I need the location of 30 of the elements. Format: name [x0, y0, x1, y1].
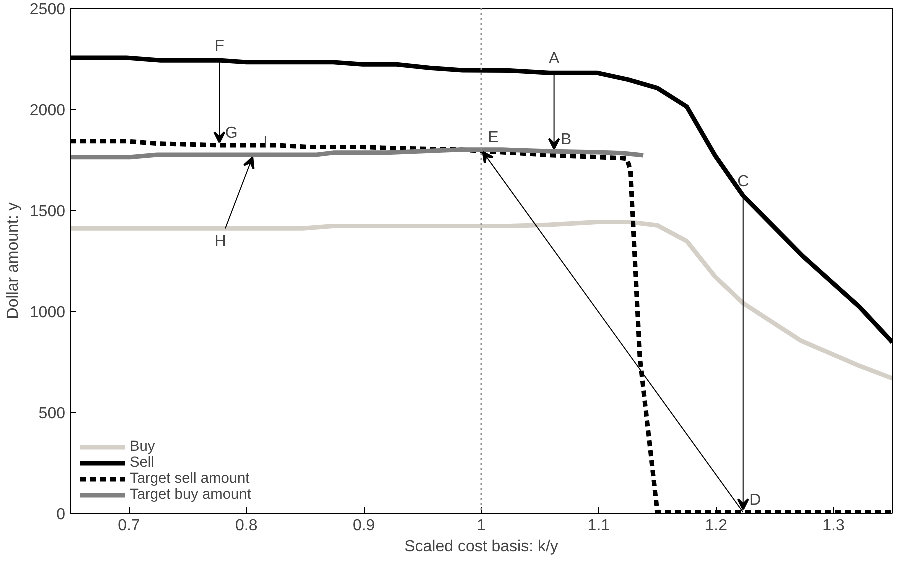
legend-label: Sell [130, 455, 154, 471]
annotation: E [488, 129, 499, 146]
y-tick-label: 1500 [30, 204, 66, 220]
x-tick-label: 0.8 [236, 518, 258, 534]
annotation: C [738, 173, 750, 190]
line-series [70, 220, 892, 381]
y-axis-title: Dollar amount: y [4, 202, 22, 320]
y-tick-label: 500 [38, 406, 66, 422]
x-tick-label: 1.1 [588, 518, 610, 534]
annotation: D [750, 492, 762, 509]
x-axis-title: Scaled cost basis: k/y [404, 538, 558, 556]
annotation: I [263, 134, 268, 152]
annotation: B [560, 131, 572, 148]
line-series [70, 148, 646, 160]
y-tick-label: 2000 [30, 102, 66, 120]
legend-label: Buy [130, 439, 156, 455]
legend-label: Target sell amount [130, 471, 250, 487]
legend-label: Target buy amount [130, 487, 252, 503]
annotation: H [214, 233, 226, 250]
annotation: G [225, 124, 238, 142]
x-tick-label: 0.7 [118, 518, 140, 534]
y-tick-label: 1000 [30, 304, 66, 322]
x-tick-label: 1.3 [822, 518, 846, 534]
y-tick-label: 0 [56, 506, 66, 524]
annotation: F [214, 38, 225, 56]
x-tick-label: 1 [477, 518, 486, 534]
y-tick-label: 2500 [30, 2, 66, 18]
x-tick-label: 0.9 [352, 518, 376, 534]
annotation: A [548, 50, 560, 68]
x-tick-label: 1.2 [705, 518, 728, 534]
